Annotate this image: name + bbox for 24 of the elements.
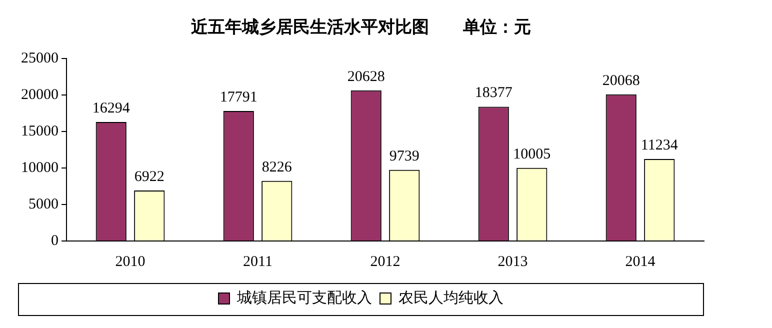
legend-label: 城镇居民可支配收入 — [236, 289, 372, 306]
x-tick-label: 2011 — [243, 254, 272, 270]
x-tick-label: 2010 — [115, 254, 146, 270]
x-tick-label: 2013 — [498, 254, 528, 270]
data-label: 20068 — [602, 72, 640, 89]
x-tick-label: 2012 — [370, 254, 400, 270]
y-tick-label: 5000 — [28, 196, 58, 212]
data-label: 18377 — [474, 85, 513, 102]
x-tick-label: 2014 — [625, 254, 656, 270]
y-tick-label: 0 — [51, 232, 58, 249]
y-tick-label: 10000 — [21, 160, 58, 176]
y-tick-label: 25000 — [21, 50, 58, 66]
data-label: 17791 — [220, 89, 258, 106]
y-tick-label: 20000 — [21, 86, 58, 103]
data-label: 10005 — [513, 146, 551, 162]
data-label: 8226 — [262, 159, 292, 176]
data-label: 16294 — [92, 100, 130, 116]
data-label: 11234 — [640, 137, 678, 154]
data-label: 20628 — [347, 68, 385, 85]
data-label: 9739 — [389, 148, 420, 164]
chart-title: 近五年城乡居民生活水平对比图 单位：元 — [190, 18, 531, 37]
data-label: 6922 — [134, 168, 164, 185]
legend-label: 农民人均纯收入 — [398, 289, 504, 306]
y-tick-label: 15000 — [21, 123, 58, 140]
